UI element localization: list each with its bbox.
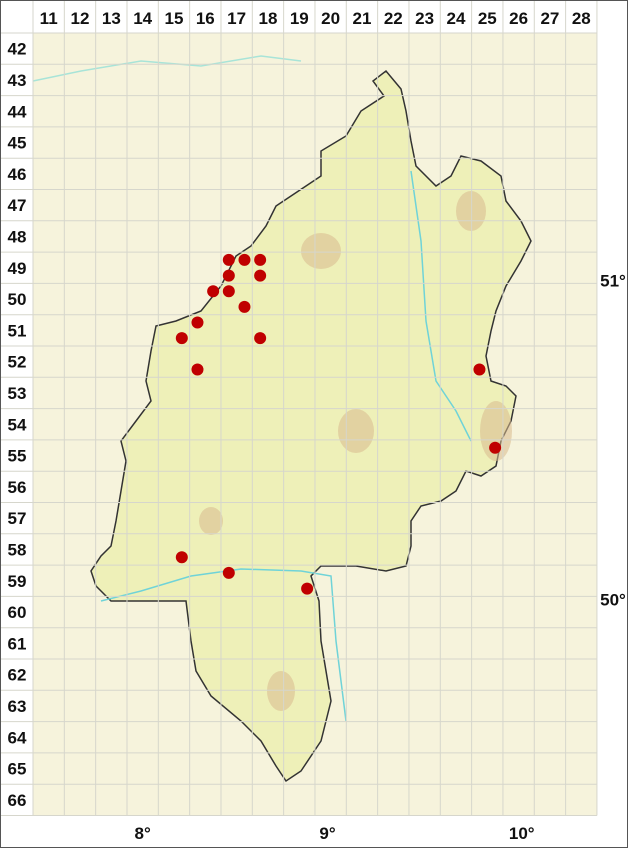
row-label: 59 <box>8 572 27 591</box>
row-label: 45 <box>8 134 27 153</box>
row-label: 49 <box>8 259 27 278</box>
column-label: 18 <box>259 9 278 28</box>
river-east <box>410 170 472 442</box>
column-label: 19 <box>290 9 309 28</box>
latitude-label: 50° <box>600 591 626 610</box>
row-label: 63 <box>8 697 27 716</box>
column-label: 20 <box>321 9 340 28</box>
row-label: 53 <box>8 384 27 403</box>
grid-lines <box>1 1 598 816</box>
row-label: 62 <box>8 666 27 685</box>
occurrence-dot <box>175 332 188 345</box>
column-label: 27 <box>540 9 559 28</box>
occurrence-dot <box>207 285 220 298</box>
row-label: 54 <box>8 415 27 434</box>
row-label: 55 <box>8 447 27 466</box>
occurrence-dot <box>222 269 235 282</box>
degree-labels: 8° 9° 10° 51° 50° <box>135 271 627 843</box>
relief-patches <box>199 191 512 711</box>
occurrence-dot <box>238 300 251 313</box>
row-label: 52 <box>8 353 27 372</box>
column-label: 21 <box>353 9 372 28</box>
occurrence-dot <box>254 269 267 282</box>
occurrence-dot <box>222 566 235 579</box>
occurrence-dot <box>191 316 204 329</box>
column-label: 15 <box>165 9 184 28</box>
river-main <box>100 568 347 722</box>
occurrence-dot <box>238 253 251 266</box>
row-label: 60 <box>8 603 27 622</box>
longitude-label: 9° <box>319 824 335 843</box>
occurrence-dots <box>175 253 502 595</box>
row-label: 61 <box>8 634 27 653</box>
longitude-label: 8° <box>135 824 151 843</box>
row-label: 58 <box>8 540 27 559</box>
row-label: 50 <box>8 290 27 309</box>
row-label: 42 <box>8 40 27 59</box>
row-label: 65 <box>8 760 27 779</box>
column-label: 22 <box>384 9 403 28</box>
occurrence-dot <box>301 582 314 595</box>
column-label: 14 <box>133 9 152 28</box>
column-labels: 11 12 13 14 15 16 17 18 19 20 21 22 23 24 25 26 27 28 <box>40 9 591 28</box>
row-label: 56 <box>8 478 27 497</box>
longitude-label: 10° <box>509 824 535 843</box>
occurrence-dot <box>175 551 188 564</box>
column-label: 13 <box>102 9 121 28</box>
occurrence-dot <box>254 253 267 266</box>
latitude-label: 51° <box>600 271 626 290</box>
column-label: 25 <box>478 9 497 28</box>
row-label: 43 <box>8 71 27 90</box>
column-label: 28 <box>572 9 591 28</box>
row-label: 48 <box>8 227 27 246</box>
occurrence-dot <box>191 363 204 376</box>
column-label: 26 <box>509 9 528 28</box>
row-label: 51 <box>8 321 27 340</box>
row-label: 64 <box>8 728 27 747</box>
row-label: 47 <box>8 196 27 215</box>
column-label: 16 <box>196 9 215 28</box>
row-label: 66 <box>8 791 27 810</box>
occurrence-dot <box>254 332 267 345</box>
occurrence-dot <box>473 363 486 376</box>
column-label: 11 <box>40 9 58 28</box>
column-label: 17 <box>227 9 246 28</box>
row-label: 44 <box>8 102 27 121</box>
occurrence-dot <box>489 441 502 454</box>
row-labels: 42 43 44 45 46 47 48 49 50 51 52 53 54 55 56 57 58 59 60 61… <box>8 40 27 810</box>
row-label: 57 <box>8 509 27 528</box>
row-label: 46 <box>8 165 27 184</box>
column-label: 24 <box>446 9 465 28</box>
river-north <box>32 55 302 82</box>
column-label: 23 <box>415 9 434 28</box>
occurrence-dot <box>222 253 235 266</box>
occurrence-dot <box>222 285 235 298</box>
column-label: 12 <box>71 9 90 28</box>
